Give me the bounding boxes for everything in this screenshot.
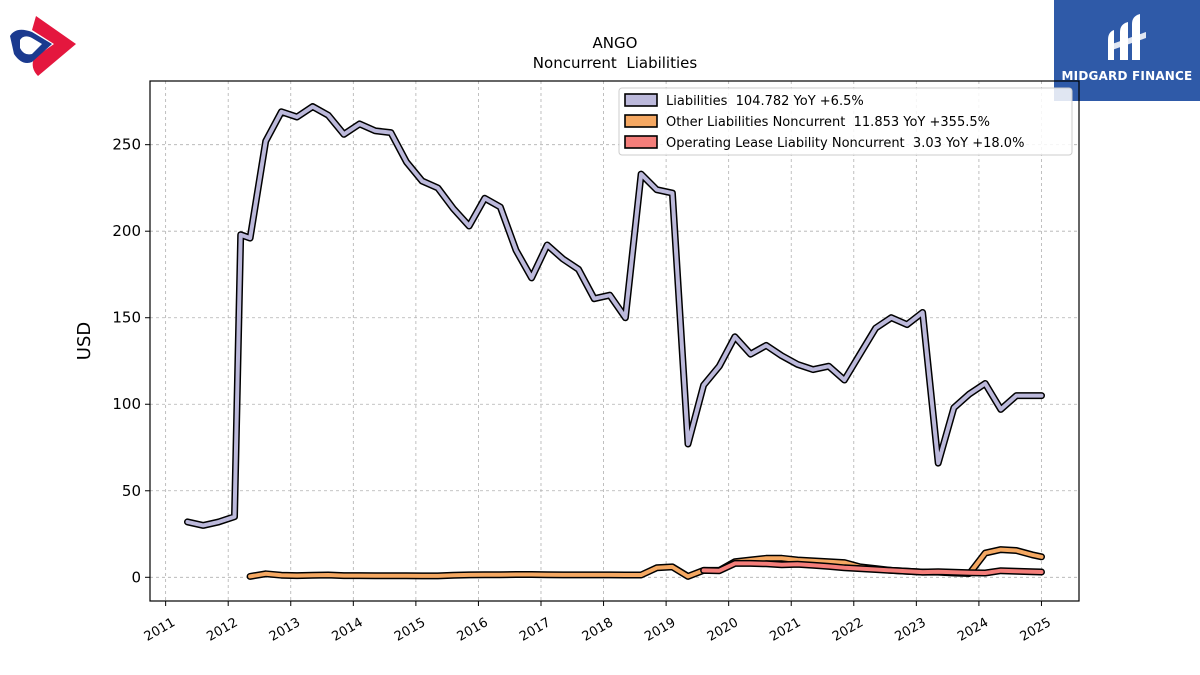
x-tick-label: 2020 (705, 615, 741, 645)
y-tick-label: 50 (122, 482, 141, 500)
x-tick-label: 2024 (955, 615, 991, 645)
brand-logo-box: MIDGARD FINANCE (1054, 0, 1200, 101)
legend-swatch (624, 93, 658, 107)
legend-label: Other Liabilities Noncurrent 11.853 YoY … (666, 115, 990, 130)
legend-swatch (624, 114, 658, 128)
x-tick-label: 2018 (580, 615, 616, 645)
legend-label: Operating Lease Liability Noncurrent 3.0… (666, 136, 1024, 151)
logo-inner-shape (20, 36, 42, 55)
x-tick-label: 2015 (392, 615, 428, 645)
x-tick-label: 2014 (329, 615, 365, 645)
x-tick-label: 2013 (267, 615, 303, 645)
series-1 (184, 103, 1045, 529)
x-tick-label: 2022 (830, 615, 866, 645)
legend-swatch (624, 135, 658, 149)
grid-lines (150, 81, 1079, 601)
x-tick-label: 2017 (517, 615, 553, 645)
x-tick-label: 2023 (893, 615, 929, 645)
y-tick-label: 200 (112, 222, 141, 240)
x-tick-label: 2021 (767, 615, 803, 645)
legend-box (618, 87, 1073, 156)
x-tick-label: 2025 (1018, 615, 1054, 645)
y-tick-label: 150 (112, 309, 141, 327)
series-line-outline (184, 103, 1045, 529)
y-tick-label: 100 (112, 395, 141, 413)
chart-subtitle: Noncurrent Liabilities (533, 54, 698, 72)
legend: Liabilities 104.782 YoY +6.5% Other Liabi… (618, 87, 1073, 156)
series-3 (700, 559, 1045, 577)
y-axis-label: USD (74, 322, 95, 360)
chart-title: ANGO (593, 34, 638, 52)
brand-name: MIDGARD FINANCE (1061, 69, 1193, 83)
company-logo (6, 10, 86, 86)
plot-frame (149, 80, 1080, 602)
x-tick-label: 2019 (642, 615, 678, 645)
legend-label: Liabilities 104.782 YoY +6.5% (666, 94, 864, 109)
series-lines (184, 103, 1045, 580)
logo-red-shape (32, 16, 76, 76)
y-tick-label: 0 (131, 568, 141, 586)
x-tick-label: 2012 (204, 615, 240, 645)
brand-logo-icon (1108, 14, 1146, 60)
x-tick-label: 2016 (455, 615, 491, 645)
y-tick-label: 250 (112, 136, 141, 154)
series-line (701, 561, 1044, 575)
series-line (185, 104, 1044, 528)
x-tick-label: 2011 (142, 615, 178, 645)
